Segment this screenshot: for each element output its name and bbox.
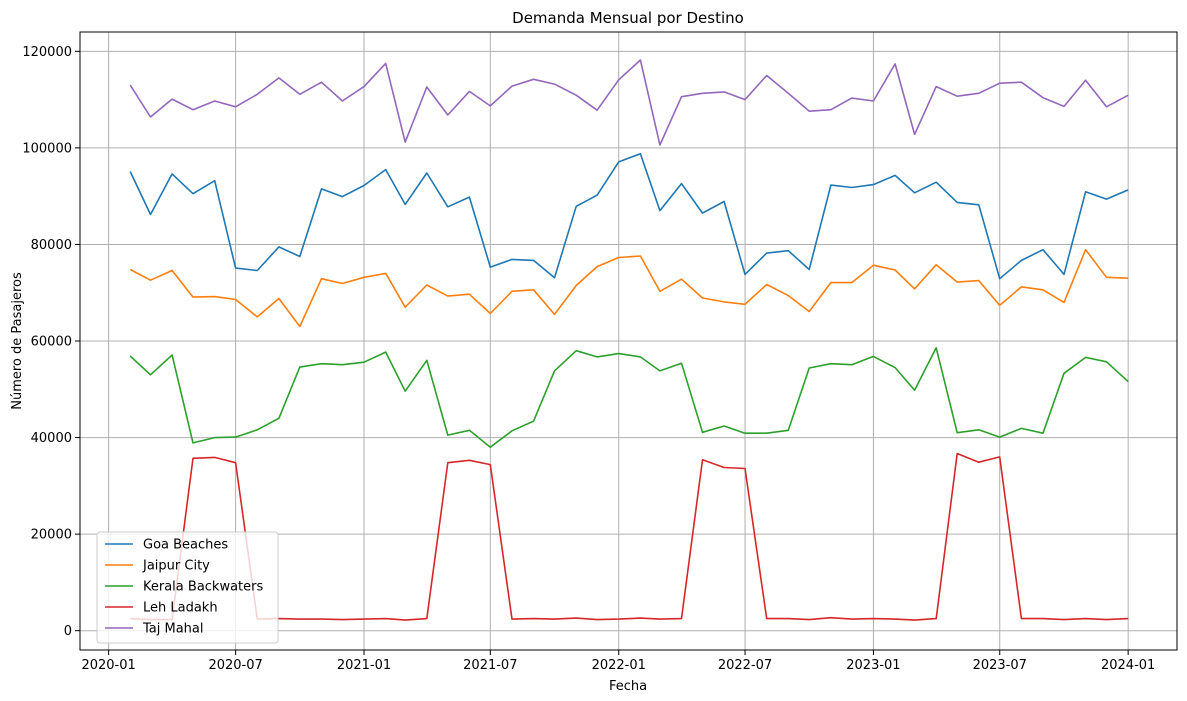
- y-tick-label: 60000: [31, 335, 72, 350]
- x-tick-label: 2022-01: [592, 658, 646, 673]
- y-tick-label: 120000: [22, 45, 72, 60]
- legend-label-kerala-backwaters: Kerala Backwaters: [143, 580, 263, 595]
- x-tick-label: 2024-01: [1101, 658, 1155, 673]
- series-line-kerala-backwaters: [129, 346, 1129, 449]
- y-tick-label: 40000: [31, 431, 72, 446]
- x-tick-label: 2021-07: [463, 658, 517, 673]
- y-tick-label: 80000: [31, 238, 72, 253]
- y-axis-label: Número de Pasajeros: [10, 272, 25, 410]
- series-line-taj-mahal: [129, 59, 1129, 146]
- x-tick-label: 2022-07: [718, 658, 772, 673]
- legend-label-goa-beaches: Goa Beaches: [143, 538, 228, 553]
- x-tick-label: 2020-01: [81, 658, 135, 673]
- legend-label-jaipur-city: Jaipur City: [142, 559, 210, 574]
- x-axis-ticks: 2020-01 2020-07 2021-01 2021-07 2022-01 2022-…: [81, 650, 1155, 673]
- x-tick-label: 2023-01: [846, 658, 900, 673]
- y-tick-label: 100000: [22, 141, 72, 156]
- grid: [80, 32, 1177, 650]
- series-line-leh-ladakh: [130, 452, 1129, 621]
- legend-label-taj-mahal: Taj Mahal: [142, 622, 204, 637]
- legend: Goa Beaches Jaipur City Kerala Backwaters L…: [96, 531, 279, 644]
- legend-label-leh-ladakh: Leh Ladakh: [143, 601, 218, 616]
- chart-title: Demanda Mensual por Destino: [512, 9, 744, 27]
- x-tick-label: 2023-07: [973, 658, 1027, 673]
- x-tick-label: 2020-07: [208, 658, 262, 673]
- x-axis-label: Fecha: [609, 679, 647, 694]
- series-lines: [129, 59, 1129, 621]
- y-axis-ticks: 0 20000 40000 60000 80000 100000 120000: [22, 45, 80, 639]
- y-tick-label: 20000: [31, 528, 72, 543]
- series-line-goa-beaches: [129, 152, 1129, 280]
- y-tick-label: 0: [64, 624, 72, 639]
- series-line-jaipur-city: [129, 248, 1129, 328]
- x-tick-label: 2021-01: [337, 658, 391, 673]
- legend-box: [96, 531, 279, 644]
